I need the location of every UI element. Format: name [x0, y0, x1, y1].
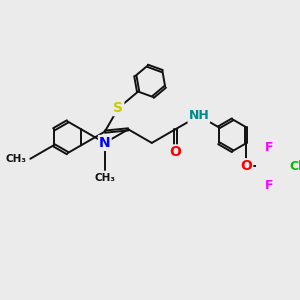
Text: O: O	[240, 159, 252, 173]
Text: F: F	[265, 141, 274, 154]
Text: F: F	[265, 179, 274, 192]
Text: S: S	[113, 101, 123, 115]
Text: CH₃: CH₃	[94, 173, 115, 183]
Text: N: N	[99, 136, 111, 150]
Text: NH: NH	[188, 109, 209, 122]
Text: O: O	[169, 146, 181, 159]
Text: Cl: Cl	[290, 160, 300, 173]
Text: CH₃: CH₃	[5, 154, 26, 164]
